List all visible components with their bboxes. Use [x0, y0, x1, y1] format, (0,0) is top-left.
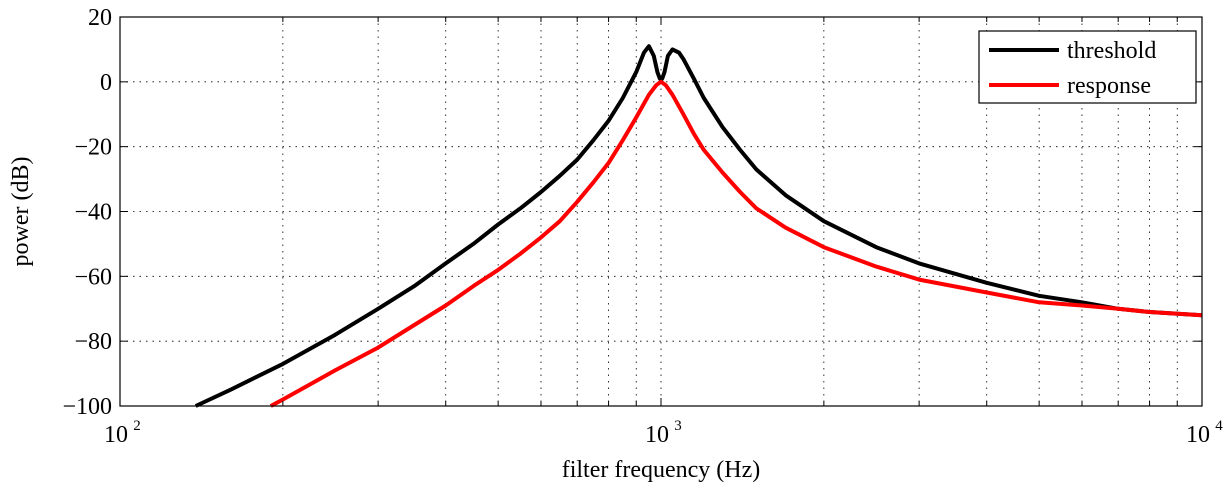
x-tick-exponent: 3: [674, 418, 682, 434]
series-line-response: [269, 79, 1203, 408]
x-axis-label: filter frequency (Hz): [562, 457, 761, 483]
legend-label-response: response: [1067, 73, 1151, 99]
y-tick-label: −40: [74, 200, 112, 226]
y-tick-label: 20: [88, 5, 112, 31]
y-tick-label: −60: [74, 264, 112, 290]
x-tick-exponent: 4: [1215, 418, 1223, 434]
series-line-threshold: [194, 44, 1203, 408]
x-tick-label: 10: [1186, 422, 1210, 448]
x-tick-label: 10: [645, 422, 669, 448]
x-tick-label: 10: [104, 422, 128, 448]
y-tick-label: −100: [62, 394, 112, 420]
legend-box: [978, 30, 1197, 104]
y-tick-label: 0: [100, 70, 112, 96]
legend: threshold response: [978, 30, 1197, 104]
y-tick-label: −20: [74, 135, 112, 161]
x-tick-exponent: 2: [133, 418, 141, 434]
series-group: [194, 44, 1203, 408]
y-tick-label: −80: [74, 329, 112, 355]
y-axis-label: power (dB): [8, 157, 34, 267]
legend-label-threshold: threshold: [1067, 38, 1156, 64]
